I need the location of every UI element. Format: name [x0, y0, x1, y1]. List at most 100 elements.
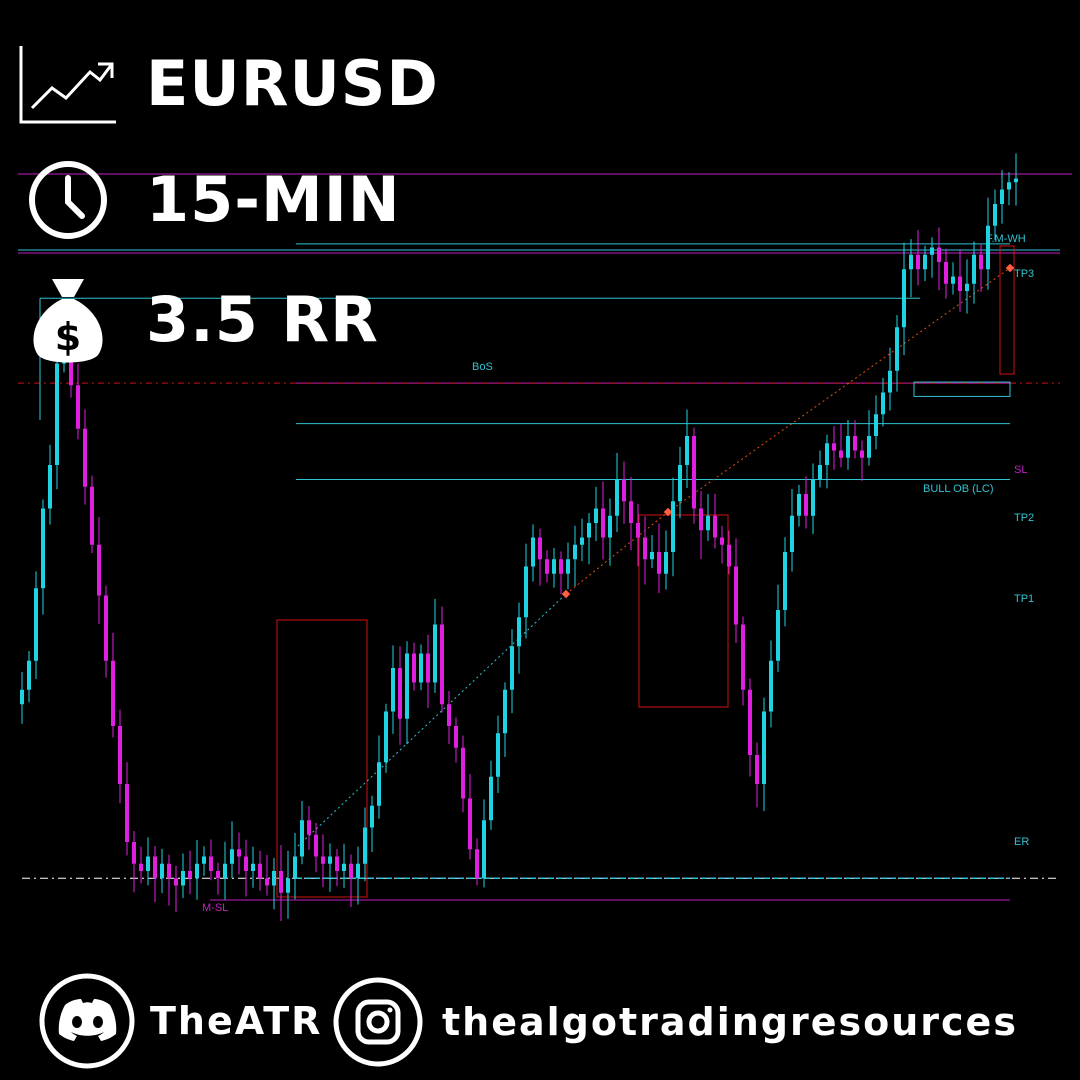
candle-body [538, 537, 542, 560]
projection-line-1 [297, 593, 567, 847]
candle-body [237, 849, 241, 857]
candle-body [678, 465, 682, 502]
level-label-tp2: TP2 [1014, 512, 1034, 524]
candle-body [972, 254, 976, 284]
candle-body [160, 863, 164, 879]
candle-body [447, 704, 451, 726]
candle-body [720, 537, 724, 545]
candle-body [776, 610, 780, 661]
candle-body [181, 871, 185, 886]
candle-body [531, 537, 535, 567]
instagram-link[interactable]: thealgotradingresources [332, 976, 1018, 1068]
candle-body [762, 711, 766, 784]
level-label-sl: SL [1014, 464, 1027, 476]
candle-body [20, 689, 24, 705]
risk-reward-title: 3.5 RR [146, 283, 379, 356]
candle-body [832, 443, 836, 451]
candle-body [139, 863, 143, 871]
candle-body [97, 544, 101, 596]
candle-body [545, 559, 549, 574]
level-label-f-m-wh: F.M-WH [986, 233, 1026, 245]
candle-body [657, 552, 661, 574]
level-label-er: ER [1014, 836, 1029, 848]
candle-body [601, 508, 605, 538]
candle-body [132, 842, 136, 864]
candle-body [503, 689, 507, 734]
highlight-box [276, 619, 368, 898]
highlight-box [638, 514, 729, 708]
candle-body [286, 878, 290, 893]
candle-body [888, 370, 892, 393]
candle-body [524, 566, 528, 618]
candle-body [118, 726, 122, 784]
candle-body [440, 624, 444, 705]
discord-link[interactable]: TheATR [38, 972, 322, 1070]
trend-chart-icon [18, 42, 118, 126]
labels-layer: F.M-WH TP3 BoS SL BULL OB (LC) TP2 TP1 ER M-SL [202, 233, 1034, 914]
candle-body [202, 856, 206, 864]
candle-body [1007, 182, 1011, 190]
candle-body [748, 689, 752, 755]
candle-body [342, 863, 346, 871]
candle-body [608, 515, 612, 538]
candle-body [867, 436, 871, 458]
timeframe-title: 15-MIN [146, 163, 401, 236]
candle-body [244, 856, 248, 871]
clock-icon [18, 158, 118, 242]
candle-body [587, 523, 591, 538]
candle-body [167, 863, 171, 879]
candle-body [804, 494, 808, 516]
candle-body [692, 436, 696, 509]
boxes-layer [276, 245, 1015, 898]
swing-marker [1005, 263, 1015, 273]
candle-body [496, 733, 500, 777]
candle-body [384, 711, 388, 763]
candle-body [685, 436, 689, 465]
candle-body [251, 863, 255, 871]
discord-name: TheATR [150, 999, 323, 1043]
candle-body [797, 494, 801, 516]
candle-body [293, 856, 297, 879]
candle-body [615, 479, 619, 516]
instagram-icon [333, 977, 423, 1067]
candle-body [825, 443, 829, 465]
candle-body [398, 668, 402, 719]
candle-body [958, 276, 962, 291]
candle-body [734, 566, 738, 625]
candle-body [328, 856, 332, 864]
timeframe-row: 15-MIN [18, 158, 401, 242]
candle-body [916, 254, 920, 270]
swing-marker [561, 589, 571, 599]
candle-body [517, 617, 521, 647]
candle-body [125, 784, 129, 842]
candle-body [475, 849, 479, 879]
candle-body [314, 834, 318, 857]
candle-body [265, 878, 269, 886]
candle-body [83, 428, 87, 487]
candle-body [783, 552, 787, 610]
svg-text:$: $ [55, 315, 81, 359]
candle-body [622, 479, 626, 502]
level-label-bos: BoS [472, 361, 493, 373]
candle-body [258, 863, 262, 879]
candle-body [713, 515, 717, 538]
candle-body [41, 508, 45, 589]
candle-body [48, 465, 52, 509]
candle-body [811, 479, 815, 516]
projection-line-3 [667, 267, 1011, 513]
candle-body [1000, 189, 1004, 204]
candle-body [965, 283, 969, 291]
candle-body [349, 863, 353, 879]
candle-body [90, 486, 94, 545]
candle-body [706, 515, 710, 531]
candle-body [986, 225, 990, 270]
candle-body [426, 653, 430, 683]
candle-body [664, 552, 668, 574]
level-label-tp1: TP1 [1014, 593, 1034, 605]
candle-body [461, 747, 465, 799]
candle-body [307, 820, 311, 835]
candle-body [377, 762, 381, 806]
bull-ob-box [913, 381, 1011, 397]
candle-body [27, 660, 31, 690]
